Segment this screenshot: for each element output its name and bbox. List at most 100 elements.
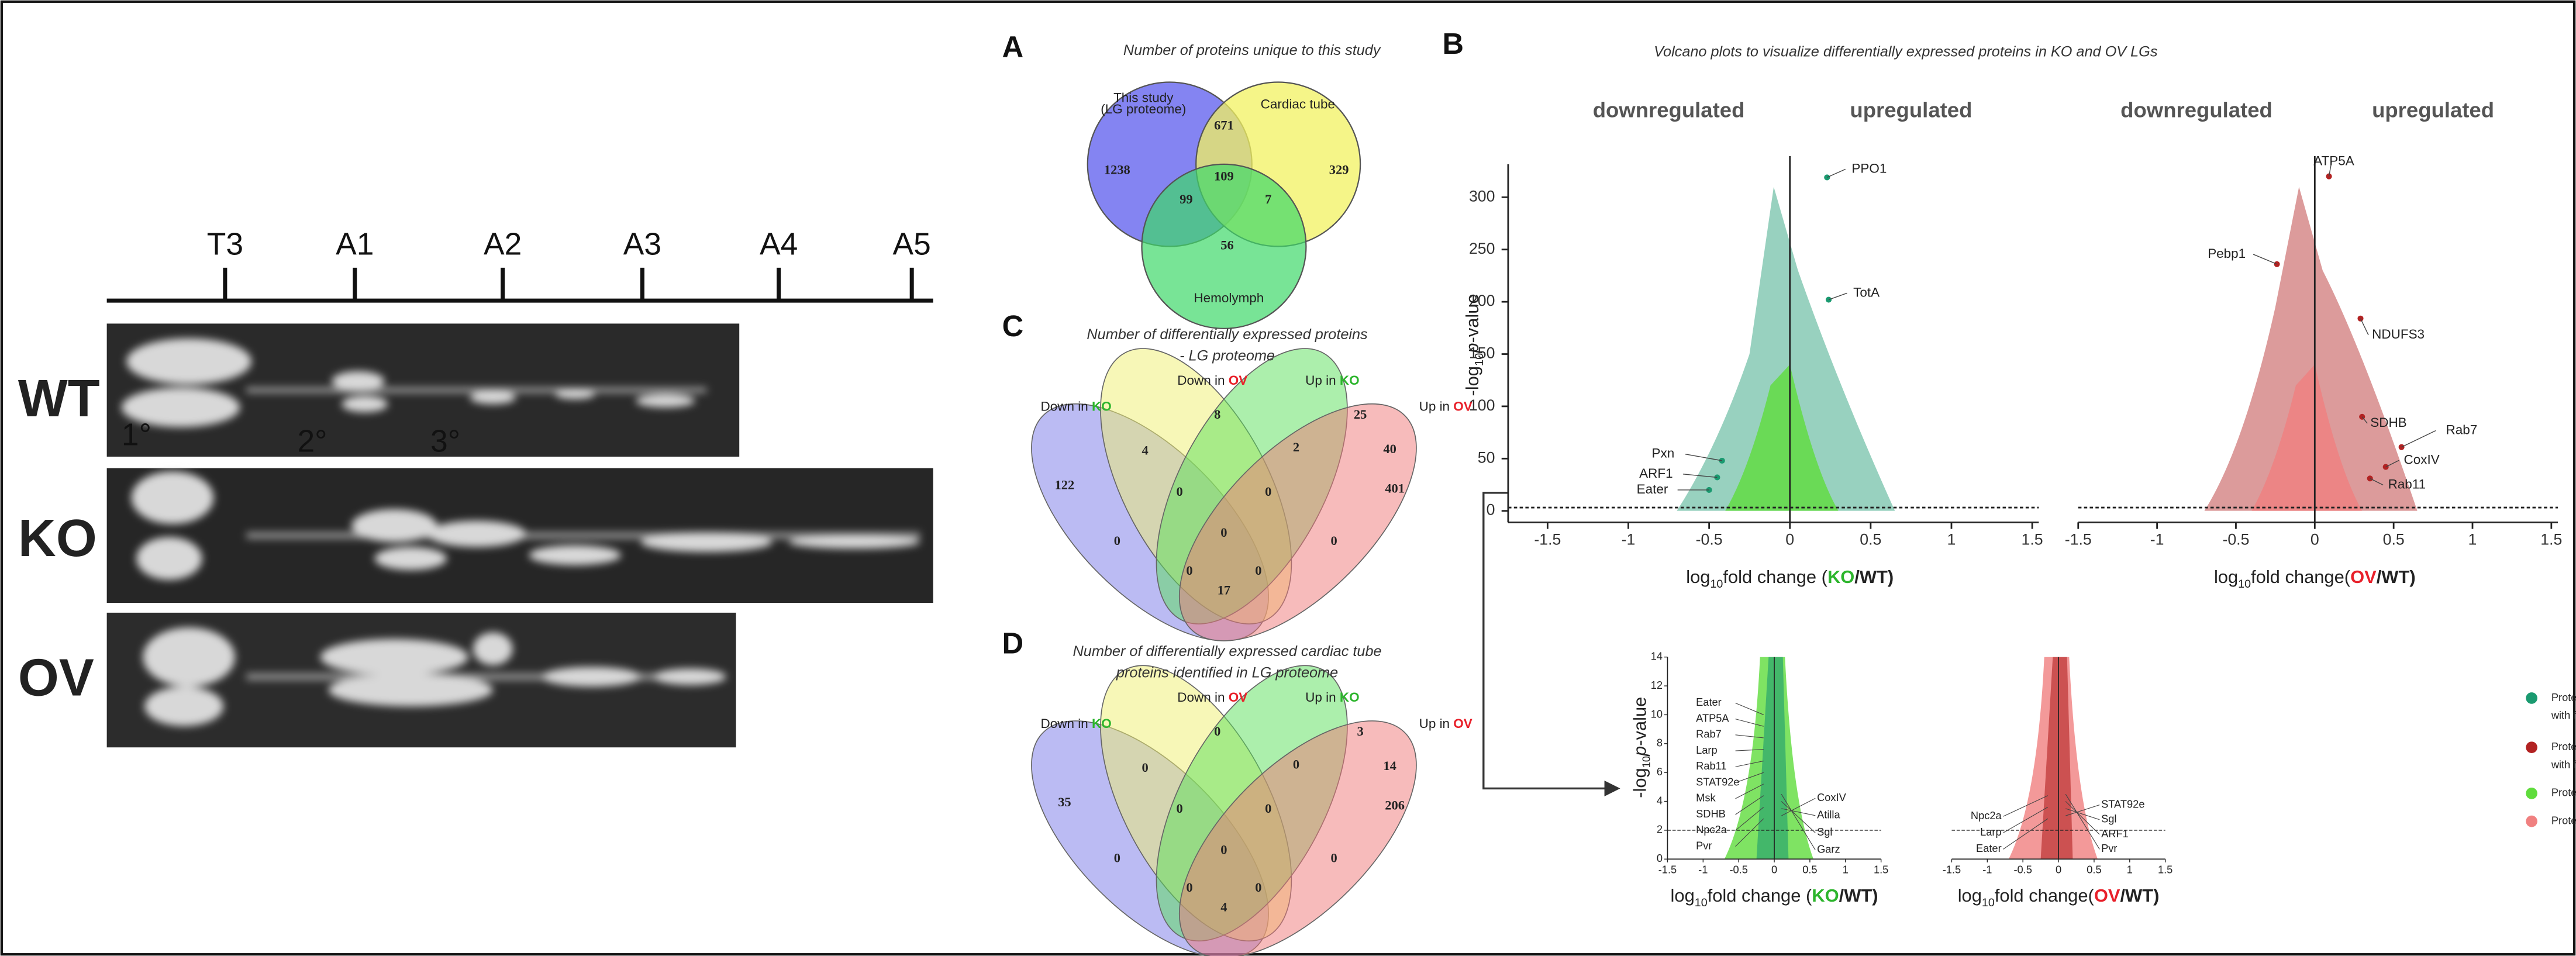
region-count: 0 (1176, 484, 1182, 499)
protein-label: SDHB (1696, 807, 1726, 820)
protein-point (2398, 444, 2405, 450)
set-label: Up in OV (1419, 399, 1473, 414)
label-ital: p (1462, 343, 1482, 353)
protein-label: STAT92e (1696, 775, 1739, 788)
set-ellipse (1178, 720, 1417, 956)
protein-label: Sgl (2101, 813, 2116, 825)
label-part: /WT) (1839, 885, 1878, 906)
legend-swatch (2526, 788, 2537, 799)
set-ellipse (1178, 403, 1417, 641)
label-group: OV (2094, 885, 2120, 906)
protein-label: Eater (1976, 842, 2002, 854)
leader-line (1685, 453, 1722, 461)
region-count: 401 (1385, 481, 1405, 495)
row-label: WT (18, 370, 100, 428)
panel-title: Number of differentially expressed prote… (1087, 326, 1368, 343)
region-count: 0 (1265, 484, 1271, 499)
segment-label: A2 (484, 227, 522, 261)
set-prefix: Down in (1177, 373, 1225, 388)
region-count: 25 (1354, 407, 1367, 422)
leader-line (1735, 719, 1764, 727)
leader-line (2003, 806, 2049, 833)
label-part: fold change( (1995, 885, 2095, 906)
x-axis-label: log10fold change (KO/WT) (1671, 885, 1878, 909)
x-tick-label: 0.5 (2383, 530, 2405, 548)
set-label: Down in OV (1177, 690, 1247, 705)
x-axis-label: log10fold change (KO/WT) (1686, 567, 1894, 591)
set-label: This study (1113, 90, 1174, 105)
region-count: 0 (1186, 880, 1192, 895)
region-count: 0 (1176, 801, 1182, 816)
leader-line (1735, 734, 1764, 738)
x-tick-label: 1.5 (2022, 530, 2043, 548)
set-prefix: Down in (1177, 690, 1225, 705)
protein-label: ARF1 (2101, 827, 2129, 840)
x-tick-label: 0 (2056, 864, 2061, 876)
panel-title: proteins identified in LG proteome (1116, 664, 1338, 681)
set-group: OV (1229, 373, 1247, 388)
set-label: Down in KO (1041, 716, 1112, 731)
region-count: 7 (1265, 192, 1271, 206)
row-label: KO (18, 509, 97, 568)
legend-swatch (2526, 815, 2537, 827)
protein-label: Pvr (2101, 842, 2117, 854)
protein-label: Msk (1696, 792, 1716, 804)
y-tick-label: 8 (1657, 737, 1663, 749)
leader-line (2370, 478, 2384, 486)
segment-label: A3 (623, 227, 661, 261)
direction-label: downregulated (2120, 98, 2272, 122)
x-tick-label: 0 (1785, 530, 1794, 548)
panel-letter: B (1443, 27, 1464, 60)
label-sub: 10 (1710, 578, 1723, 591)
label-group: KO (1812, 885, 1839, 906)
protein-label: Larp (1980, 826, 2002, 838)
x-axis-label: log10fold change(OV/WT) (1958, 885, 2160, 909)
label-part: -log (1630, 768, 1650, 798)
label-part: /WT) (2120, 885, 2159, 906)
venn-4 (1031, 665, 1417, 956)
x-tick-label: -0.5 (2013, 864, 2032, 876)
density-core (2040, 657, 2073, 860)
x-tick-label: -0.5 (2222, 530, 2249, 548)
leader-line (2328, 161, 2332, 177)
region-count: 671 (1214, 118, 1234, 132)
label-part: fold change ( (1723, 567, 1827, 587)
leader-line (2385, 460, 2399, 468)
leader-line (2253, 254, 2277, 265)
density-cloud (2204, 187, 2418, 511)
set-group: KO (1092, 399, 1112, 414)
x-tick-label: -1 (1622, 530, 1636, 548)
region-count: 3 (1357, 724, 1363, 738)
region-count: 4 (1142, 443, 1148, 458)
panel-letter: A (1002, 30, 1024, 64)
region-count: 56 (1220, 238, 1233, 253)
label-sub: 10 (1473, 353, 1486, 366)
leader-line (2003, 818, 2049, 850)
y-tick-label: 250 (1469, 240, 1495, 257)
segment-label: T3 (207, 227, 243, 261)
x-tick-label: 0.5 (1860, 530, 1881, 548)
set-label: Down in KO (1041, 399, 1112, 414)
label-part: -log (1462, 366, 1482, 396)
protein-label: Pxn (1652, 446, 1675, 461)
panel-title: Number of differentially expressed cardi… (1073, 643, 1382, 660)
region-count: 109 (1214, 169, 1234, 184)
set-group: OV (1453, 716, 1472, 731)
region-count: 0 (1114, 533, 1120, 548)
leader-line (1828, 292, 1847, 301)
region-count: 2 (1293, 440, 1299, 454)
label-part: -value (1630, 697, 1650, 746)
legend-text: Proteins in OV found insignificant (2551, 814, 2576, 826)
set-group: OV (1453, 399, 1472, 414)
order-label: 3° (430, 424, 460, 459)
order-label: 1° (122, 417, 151, 452)
label-group: OV (2350, 567, 2377, 587)
protein-label: Rab7 (1696, 728, 1722, 740)
label-part: log (2214, 567, 2238, 587)
protein-label: Npc2a (1971, 809, 2002, 822)
set-group: KO (1340, 690, 1360, 705)
protein-point (1825, 296, 1832, 303)
region-count: 0 (1293, 757, 1299, 771)
venn-a (1087, 81, 1361, 329)
protein-label: ATP5A (2313, 153, 2354, 168)
